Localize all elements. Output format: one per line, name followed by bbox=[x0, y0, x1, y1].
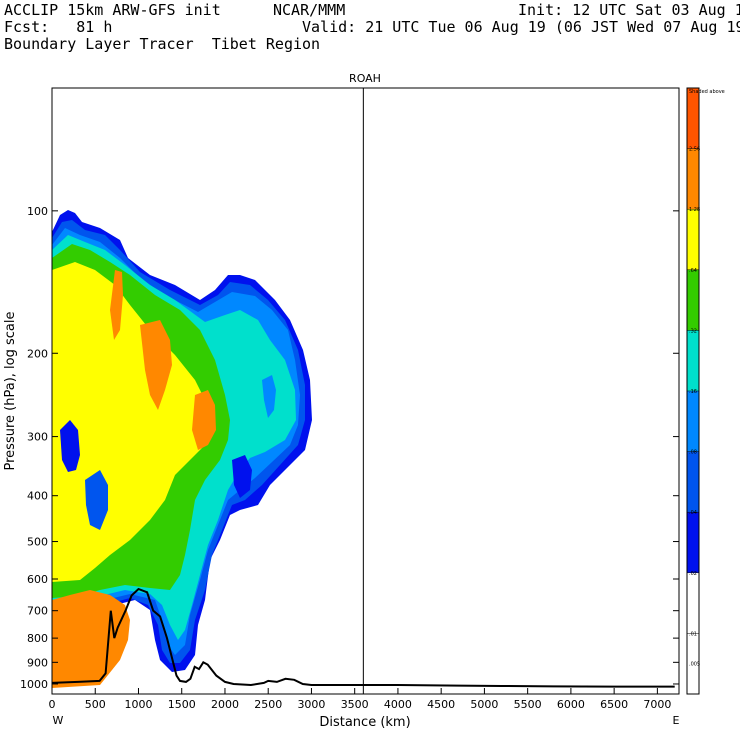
colorbar-swatch bbox=[687, 209, 699, 270]
y-tick-label: 1000 bbox=[20, 678, 48, 691]
colorbar: Shaded above 2.56 1.28 .64 .32 .16 .08 .04 .02 .0… bbox=[686, 87, 725, 695]
colorbar-swatch bbox=[687, 572, 699, 634]
tracer-field bbox=[52, 210, 312, 688]
y-tick-label: 200 bbox=[27, 347, 48, 360]
x-tick-label: 6500 bbox=[600, 698, 628, 711]
y-tick-label: 600 bbox=[27, 573, 48, 586]
y-tick-label: 500 bbox=[27, 536, 48, 549]
tracer-region bbox=[60, 420, 80, 472]
x-tick-label: 3500 bbox=[341, 698, 369, 711]
colorbar-label: .64 bbox=[689, 268, 697, 274]
x-axis-label: Distance (km) bbox=[319, 715, 410, 730]
colorbar-swatch bbox=[687, 330, 699, 391]
x-end-label: E bbox=[673, 714, 680, 727]
tracer-region bbox=[232, 455, 252, 498]
x-tick-label: 1500 bbox=[168, 698, 196, 711]
y-tick-label: 300 bbox=[27, 431, 48, 444]
y-tick-label: 400 bbox=[27, 490, 48, 503]
colorbar-swatch bbox=[687, 512, 699, 573]
x-tick-label: 0 bbox=[49, 698, 56, 711]
colorbar-label: .01 bbox=[689, 631, 697, 637]
x-tick-label: 3000 bbox=[297, 698, 325, 711]
y-tick-label: 900 bbox=[27, 656, 48, 669]
x-tick-label: 500 bbox=[85, 698, 106, 711]
colorbar-swatch bbox=[687, 633, 699, 694]
colorbar-label: .005 bbox=[689, 662, 700, 668]
x-tick-label: 2000 bbox=[211, 698, 239, 711]
header-valid: Valid: 21 UTC Tue 06 Aug 19 (06 JST Wed … bbox=[302, 18, 740, 36]
x-axis: 0 500 1000 1500 2000 2500 3000 3500 4000 4500 5000… bbox=[49, 688, 671, 711]
tracer-region bbox=[110, 270, 123, 340]
x-tick-label: 2500 bbox=[254, 698, 282, 711]
x-tick-label: 5500 bbox=[514, 698, 542, 711]
colorbar-swatch bbox=[687, 391, 699, 452]
tracer-region bbox=[52, 590, 130, 688]
tracer-region bbox=[140, 320, 172, 410]
x-tick-label: 6000 bbox=[557, 698, 585, 711]
tracer-region bbox=[192, 390, 216, 450]
y-tick-label: 800 bbox=[27, 632, 48, 645]
y-tick-label: 700 bbox=[27, 605, 48, 618]
y-axis: 100 200 300 400 500 600 700 800 900 1000 bbox=[20, 205, 679, 691]
x-tick-label: 4000 bbox=[384, 698, 412, 711]
header-product: Boundary Layer Tracer Tibet Region bbox=[4, 35, 321, 53]
colorbar-label: .08 bbox=[689, 450, 697, 456]
x-tick-label: 1000 bbox=[124, 698, 152, 711]
tracer-region bbox=[85, 470, 108, 530]
header-fcst: Fcst: 81 h bbox=[4, 18, 113, 36]
y-tick-label: 100 bbox=[27, 205, 48, 218]
x-start-label: W bbox=[53, 714, 64, 727]
colorbar-label: .04 bbox=[689, 510, 697, 516]
header-model: ACCLIP 15km ARW-GFS init bbox=[4, 1, 221, 19]
colorbar-label: 2.56 bbox=[689, 147, 700, 153]
x-tick-label: 5000 bbox=[470, 698, 498, 711]
colorbar-swatch bbox=[687, 269, 699, 331]
x-tick-label: 7000 bbox=[643, 698, 671, 711]
colorbar-swatch bbox=[687, 148, 699, 210]
colorbar-label: Shaded above bbox=[689, 89, 725, 95]
terrain-line bbox=[51, 587, 675, 688]
tracer-region bbox=[262, 375, 276, 418]
colorbar-swatch bbox=[687, 88, 699, 149]
header-org: NCAR/MMM bbox=[273, 1, 346, 19]
chart-title: ROAH bbox=[349, 72, 381, 85]
colorbar-label: .02 bbox=[689, 571, 697, 577]
y-axis-label: Pressure (hPa), log scale bbox=[3, 312, 18, 471]
colorbar-label: 1.28 bbox=[689, 207, 700, 213]
colorbar-label: .32 bbox=[689, 328, 697, 334]
header-init: Init: 12 UTC Sat 03 Aug 19 bbox=[518, 1, 740, 19]
x-tick-label: 4500 bbox=[427, 698, 455, 711]
plot-frame bbox=[51, 87, 680, 695]
colorbar-label: .16 bbox=[689, 389, 697, 395]
colorbar-swatch bbox=[687, 451, 699, 513]
